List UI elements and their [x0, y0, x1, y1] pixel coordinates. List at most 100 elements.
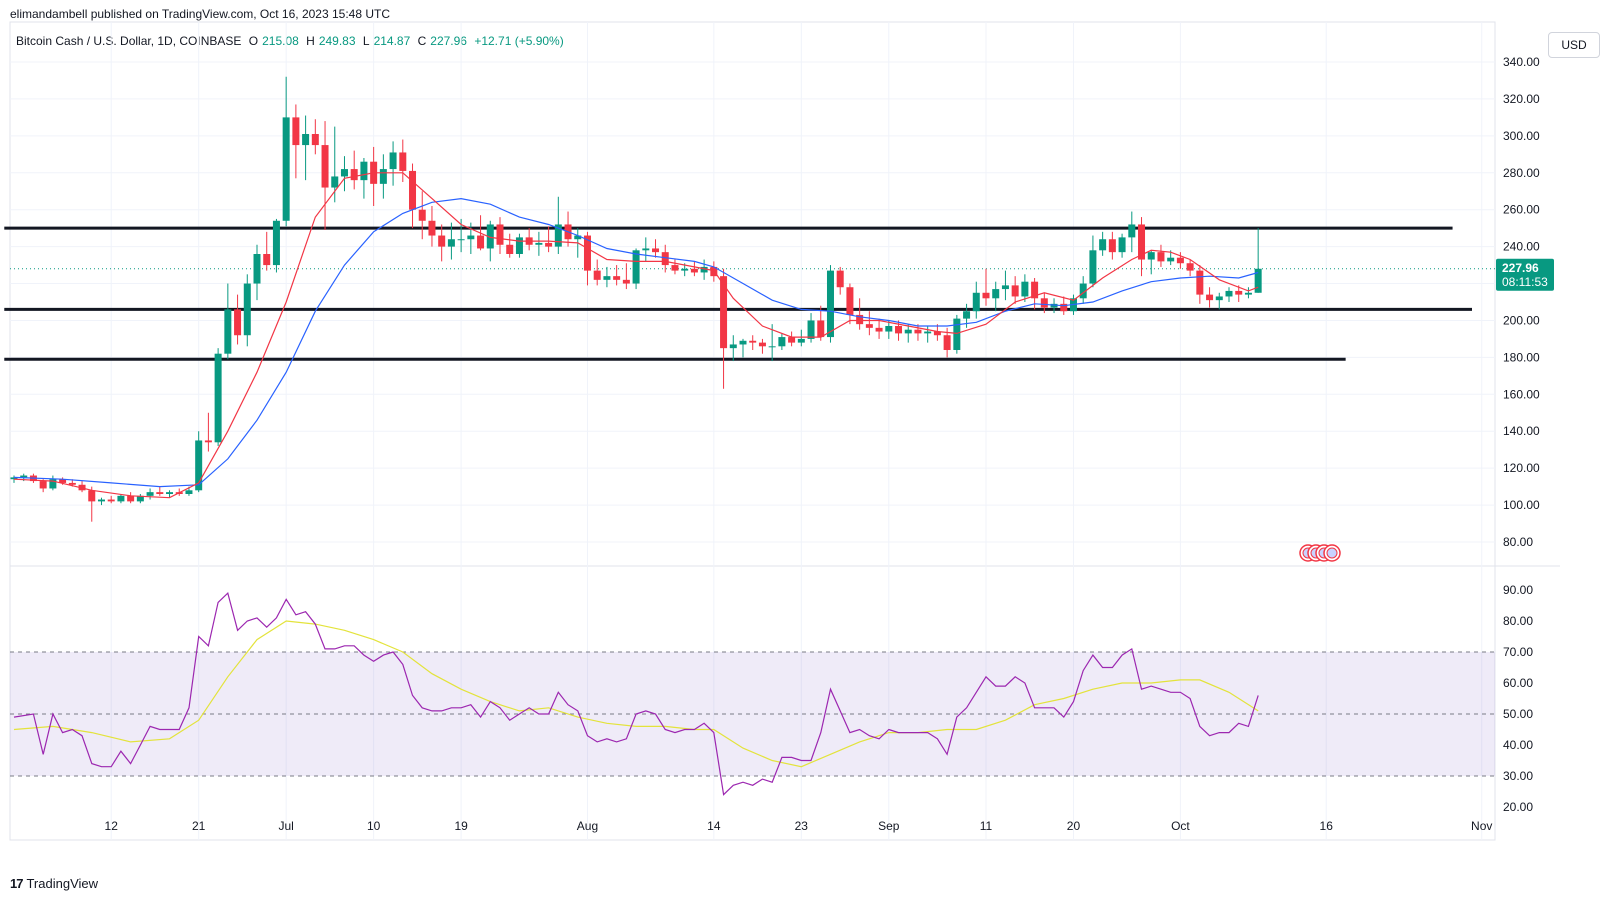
candle-body: [720, 276, 728, 349]
candle-body: [467, 235, 475, 240]
rsi-band-fill: [10, 652, 1495, 776]
time-tick-label: 11: [980, 819, 993, 833]
candle-body: [107, 499, 115, 502]
candle-body: [583, 235, 591, 271]
price-tick-label: 120.00: [1503, 461, 1540, 475]
rsi-tick-label: 80.00: [1503, 614, 1533, 628]
candle-body: [185, 490, 193, 494]
candle-body: [1079, 283, 1087, 299]
candle-body: [156, 492, 164, 494]
candle-body: [535, 242, 543, 245]
symbol-title[interactable]: Bitcoin Cash / U.S. Dollar, 1D, COINBASE: [16, 34, 242, 48]
candle-body: [302, 134, 310, 146]
candle-body: [739, 340, 747, 345]
rsi-tick-label: 60.00: [1503, 676, 1533, 690]
candle-body: [350, 169, 358, 181]
candle-body: [1167, 257, 1175, 262]
candle-body: [457, 239, 465, 241]
candle-body: [1254, 268, 1262, 293]
currency-button[interactable]: USD: [1548, 32, 1600, 58]
candle-body: [1099, 239, 1107, 251]
bar-countdown: 08:11:53: [1502, 275, 1548, 289]
candle-body: [321, 145, 329, 188]
candle-body: [758, 342, 766, 347]
candle-body: [1176, 257, 1184, 264]
candle-body: [856, 314, 864, 325]
candle-body: [1225, 290, 1233, 297]
price-tick-label: 80.00: [1503, 535, 1533, 549]
fast-moving-average-line: [13, 172, 1259, 499]
candle-body: [904, 329, 912, 334]
rsi-tick-label: 40.00: [1503, 738, 1533, 752]
time-tick-label: 12: [105, 819, 119, 833]
candle-body: [1011, 285, 1019, 297]
candle-body: [972, 292, 980, 312]
candle-body: [690, 268, 698, 273]
rsi-tick-label: 20.00: [1503, 800, 1533, 814]
candle-body: [1196, 270, 1204, 295]
candle-body: [603, 276, 611, 280]
candle-body: [613, 276, 621, 280]
close-label: C: [417, 34, 427, 48]
candle-body: [1118, 237, 1126, 253]
candle-body: [68, 482, 76, 485]
candle-body: [652, 248, 660, 253]
candle-body: [204, 440, 212, 443]
candle-body: [836, 270, 844, 288]
tradingview-footer[interactable]: 17 TradingView: [10, 876, 98, 891]
candle-body: [166, 492, 174, 494]
candle-body: [146, 492, 154, 496]
candle-body: [545, 242, 553, 247]
tradingview-logo-icon: 17: [10, 876, 24, 891]
candle-body: [1050, 303, 1058, 308]
last-price-value: 227.96: [1502, 261, 1539, 275]
price-tick-label: 140.00: [1503, 424, 1540, 438]
candle-body: [340, 169, 348, 177]
price-tick-label: 240.00: [1503, 240, 1540, 254]
candle-body: [39, 481, 47, 489]
candle-body: [59, 479, 67, 483]
candle-body: [885, 326, 893, 332]
candle-body: [632, 250, 640, 284]
candle-body: [914, 329, 922, 334]
moving-averages: [13, 172, 1259, 499]
candle-body: [506, 244, 514, 254]
candle-body: [826, 270, 834, 338]
candle-body: [846, 287, 854, 315]
candle-body: [253, 254, 261, 284]
candle-body: [1128, 224, 1136, 238]
candle-body: [895, 326, 903, 334]
candle-body: [195, 440, 203, 491]
candle-body: [1031, 281, 1039, 299]
candle-body: [224, 309, 232, 354]
candle-body: [933, 331, 941, 336]
rsi-ma-line: [13, 620, 1259, 768]
candle-body: [1021, 281, 1029, 297]
candle-body: [593, 270, 601, 280]
time-tick-label: Aug: [577, 819, 598, 833]
candle-body: [924, 331, 932, 334]
open-label: O: [248, 34, 259, 48]
candle-body: [127, 495, 135, 502]
rsi-band: [10, 651, 1495, 777]
candle-body: [49, 479, 57, 489]
candle-body: [292, 117, 300, 146]
time-tick-label: 21: [192, 819, 206, 833]
candle-body: [311, 134, 319, 146]
candle-body: [1215, 296, 1223, 301]
candle-body: [749, 340, 757, 343]
rsi-pane: [13, 591, 1259, 796]
candle-body: [1147, 252, 1155, 260]
rsi-tick-label: 90.00: [1503, 583, 1533, 597]
time-tick-label: 20: [1067, 819, 1081, 833]
publisher-credit: elimandambell published on TradingView.c…: [10, 7, 390, 21]
candle-body: [515, 237, 523, 254]
candle-body: [1089, 250, 1097, 284]
candle-body: [768, 346, 776, 348]
candle-body: [875, 327, 883, 332]
candle-body: [136, 495, 144, 502]
candle-body: [797, 338, 805, 343]
candle-body: [671, 265, 679, 271]
candle-body: [778, 337, 786, 347]
